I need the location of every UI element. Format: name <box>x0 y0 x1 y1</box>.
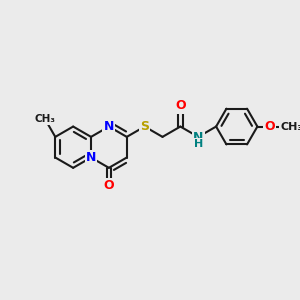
Text: N: N <box>104 120 114 133</box>
Text: CH₃: CH₃ <box>280 122 300 132</box>
Text: N: N <box>193 131 203 144</box>
Text: H: H <box>194 140 203 149</box>
Text: S: S <box>140 120 149 133</box>
Text: O: O <box>264 120 275 133</box>
Text: CH₃: CH₃ <box>34 114 56 124</box>
Text: N: N <box>86 151 96 164</box>
Text: O: O <box>103 179 114 192</box>
Text: O: O <box>175 99 186 112</box>
